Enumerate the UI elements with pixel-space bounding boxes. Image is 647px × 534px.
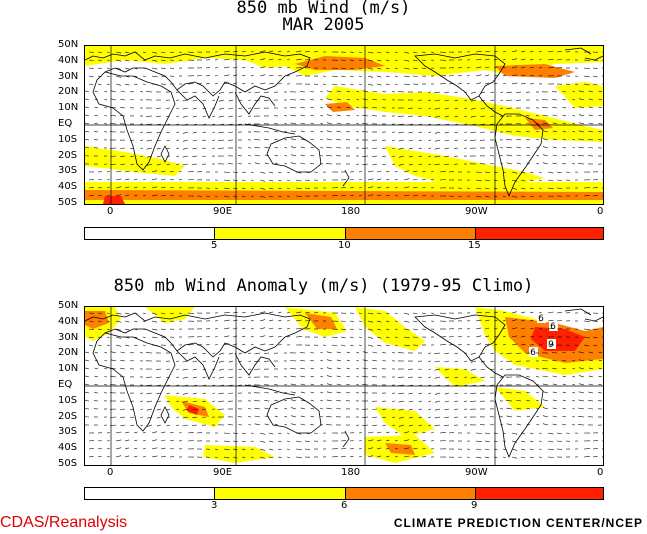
- lon-label: 90E: [213, 206, 233, 217]
- colorbar-bin-red: [475, 228, 604, 239]
- lon-label: 180: [341, 467, 361, 478]
- lat-label: 50S: [58, 458, 78, 469]
- colorbar-bin-white: [85, 228, 216, 239]
- colorbar-bin-yellow: [215, 488, 346, 499]
- lon-label: 0: [597, 467, 604, 478]
- wind-vectors: [85, 311, 603, 459]
- lat-label: EQ: [58, 379, 73, 390]
- contour-label: 6: [530, 348, 536, 358]
- grid-lines: [85, 46, 603, 204]
- contour-label: 6: [538, 314, 544, 324]
- lon-label: 0: [107, 467, 114, 478]
- lat-label: 40N: [58, 54, 79, 66]
- lat-label: 20S: [58, 149, 78, 161]
- contour-label-bg: [547, 339, 556, 349]
- top-wind-map: [84, 45, 604, 205]
- wind-vectors: [85, 50, 603, 198]
- contour-label-bg: [537, 313, 546, 323]
- lon-label: 90W: [465, 206, 488, 217]
- colorbar-tick: 10: [338, 240, 351, 251]
- source-label: CDAS/Reanalysis: [0, 514, 128, 531]
- anomaly-shading: [85, 307, 603, 463]
- lat-label: 10S: [58, 394, 78, 406]
- agency-label: CLIMATE PREDICTION CENTER/NCEP: [393, 516, 643, 530]
- top-colorbar: [84, 227, 604, 240]
- colorbar-bin-orange: [345, 228, 476, 239]
- contour-label-bg: [529, 347, 538, 357]
- colorbar-tick: 5: [211, 240, 218, 251]
- lat-label: 50S: [58, 197, 78, 208]
- lon-label: 0: [597, 206, 604, 217]
- lat-label: 50N: [58, 39, 79, 50]
- lon-label: 180: [341, 206, 361, 217]
- lat-label: 50N: [58, 300, 79, 311]
- lat-label: 30N: [58, 331, 79, 343]
- colorbar-bin-red: [475, 488, 604, 499]
- lat-label: EQ: [58, 118, 73, 129]
- top-wind-map-canvas: [85, 46, 603, 204]
- grid-lines: [85, 307, 603, 465]
- colorbar-tick: 6: [341, 500, 348, 511]
- bottom-colorbar: [84, 487, 604, 500]
- lat-label: 20N: [58, 86, 79, 98]
- lat-label: 10N: [58, 102, 79, 114]
- top-map-title-line2: MAR 2005: [282, 15, 365, 35]
- lat-label: 20S: [58, 410, 78, 422]
- colorbar-bin-white: [85, 488, 216, 499]
- contour-label-bg: [549, 321, 558, 331]
- lat-label: 10S: [58, 133, 78, 145]
- lat-label: 40S: [58, 442, 78, 454]
- lon-label: 90W: [465, 467, 488, 478]
- lat-label: 40S: [58, 181, 78, 193]
- lat-label: 30S: [58, 165, 78, 177]
- colorbar-bin-orange: [345, 488, 476, 499]
- colorbar-tick: 9: [471, 500, 478, 511]
- contour-label: 6: [550, 322, 556, 332]
- lat-label: 30N: [58, 70, 79, 82]
- coastlines: [85, 308, 603, 459]
- top-map-title-line1: 850 mb Wind (m/s): [236, 0, 411, 18]
- lon-label: 90E: [213, 467, 233, 478]
- colorbar-tick: 3: [211, 500, 218, 511]
- lat-label: 30S: [58, 426, 78, 438]
- lat-label: 20N: [58, 347, 79, 359]
- wind-speed-shading: [85, 46, 603, 204]
- bottom-map-title: 850 mb Wind Anomaly (m/s) (1979-95 Climo…: [113, 276, 534, 296]
- lat-label: 10N: [58, 363, 79, 375]
- colorbar-tick: 15: [468, 240, 481, 251]
- colorbar-bin-yellow: [215, 228, 346, 239]
- lat-label: 40N: [58, 315, 79, 327]
- coastlines: [85, 47, 603, 198]
- lon-label: 0: [107, 206, 114, 217]
